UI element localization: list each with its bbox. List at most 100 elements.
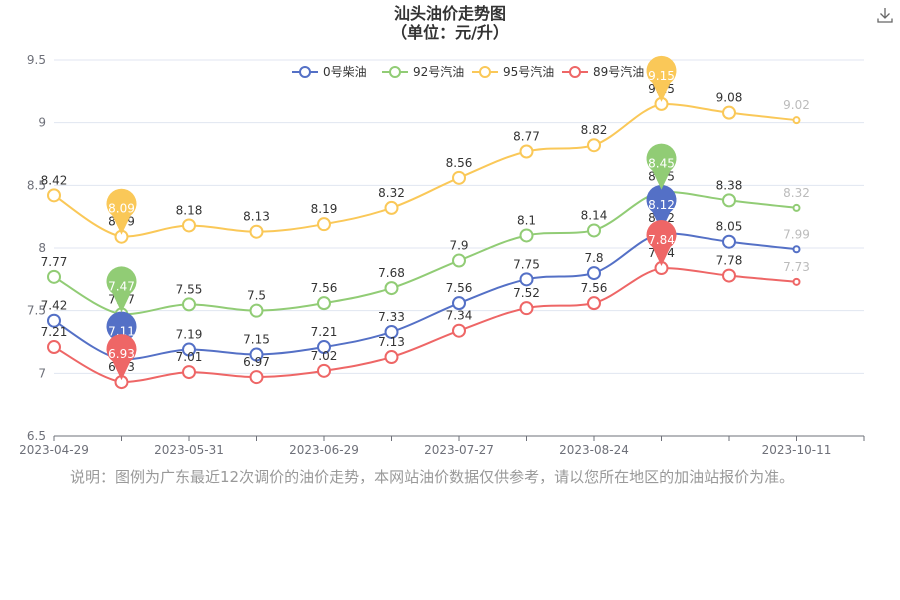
pin-marker: 7.84 [646, 220, 677, 267]
data-label: 8.1 [517, 213, 536, 227]
data-point [317, 217, 331, 232]
data-label: 7.42 [41, 299, 68, 313]
pin-label: 8.45 [648, 157, 675, 171]
data-label: 7.56 [311, 281, 338, 295]
data-label: 7.9 [449, 239, 468, 253]
data-point [317, 340, 331, 355]
data-point [182, 342, 196, 357]
data-label: 8.05 [716, 220, 743, 234]
data-label: 8.32 [783, 186, 810, 200]
pin-shape [646, 55, 677, 102]
legend[interactable]: 0号柴油 92号汽油 95号汽油 89号汽油 [292, 64, 644, 79]
data-point [452, 296, 466, 311]
data-point [792, 277, 801, 286]
data-point [182, 365, 196, 380]
data-label: 7.02 [311, 349, 338, 363]
pin-marker: 8.45 [646, 143, 677, 190]
data-point [384, 350, 399, 365]
y-tick-label: 8.5 [27, 178, 46, 192]
data-point [452, 170, 466, 185]
data-label: 7.55 [176, 282, 203, 296]
data-label: 8.13 [243, 210, 270, 224]
data-point [519, 301, 534, 316]
legend-label: 92号汽油 [413, 64, 464, 79]
data-point [452, 323, 466, 338]
data-label: 7.68 [378, 266, 405, 280]
data-label: 7.75 [513, 257, 540, 271]
series-line [53, 231, 797, 361]
pin-shape [646, 143, 677, 190]
data-point [384, 200, 399, 215]
pin-marker: 7.47 [106, 266, 137, 313]
data-label: 7.19 [176, 328, 203, 342]
data-point [182, 218, 196, 233]
pin-shape [106, 188, 137, 235]
data-point [519, 272, 534, 287]
data-point [519, 144, 534, 159]
legend-swatch-dot [569, 66, 581, 78]
data-label: 8.19 [311, 202, 338, 216]
data-label: 7.52 [513, 286, 540, 300]
data-label: 7.56 [581, 281, 608, 295]
pin-shape [106, 266, 137, 313]
data-point [587, 138, 601, 153]
data-label: 8.14 [581, 208, 608, 222]
legend-item[interactable]: 0号柴油 [292, 65, 367, 79]
data-label: 7.34 [446, 309, 473, 323]
pin-shape [646, 184, 677, 231]
pin-marker: 8.09 [106, 188, 137, 235]
pin-marker: 6.93 [106, 334, 137, 381]
legend-item[interactable]: 92号汽油 [382, 64, 464, 79]
series-line [53, 102, 797, 238]
pin-shape [646, 220, 677, 267]
y-tick-label: 9.5 [27, 53, 46, 67]
y-tick-label: 7 [38, 366, 46, 380]
data-point [722, 234, 736, 249]
data-point [587, 266, 601, 281]
legend-label: 89号汽油 [593, 64, 644, 79]
chart-title-line1: 汕头油价走势图 [393, 4, 506, 23]
data-point [722, 193, 736, 208]
y-tick-label: 6.5 [27, 429, 46, 443]
pin-label: 6.93 [108, 347, 135, 361]
pin-label: 9.15 [648, 69, 675, 83]
data-point [249, 347, 264, 362]
x-tick-label: 2023-08-24 [559, 443, 629, 457]
data-label: 8.82 [581, 123, 608, 137]
data-label: 7.21 [311, 325, 338, 339]
pin-label: 7.84 [648, 233, 675, 247]
data-point [792, 116, 801, 125]
data-label: 9.08 [716, 91, 743, 105]
x-tick-label: 2023-05-31 [154, 443, 224, 457]
pin-marker: 8.12 [646, 184, 677, 231]
chart-note: 说明：图例为广东最近12次调价的油价走势，本网站油价数据仅供参考，请以您所在地区… [70, 468, 795, 486]
data-label: 7.99 [783, 227, 810, 241]
data-point [587, 296, 601, 311]
download-icon[interactable] [876, 6, 894, 24]
pin-label: 7.47 [108, 279, 135, 293]
legend-swatch-dot [479, 66, 491, 78]
legend-item[interactable]: 95号汽油 [472, 64, 554, 79]
data-label: 7.73 [783, 260, 810, 274]
pin-label: 8.12 [648, 198, 675, 212]
legend-item[interactable]: 89号汽油 [562, 64, 644, 79]
data-point [384, 324, 399, 339]
series-line [53, 190, 797, 316]
pin-label: 7.11 [108, 325, 135, 339]
y-tick-label: 9 [38, 116, 46, 130]
data-label: 7.56 [446, 281, 473, 295]
y-tick-label: 7.5 [27, 304, 46, 318]
data-point [722, 105, 736, 120]
data-label: 8.56 [446, 156, 473, 170]
data-label: 7.77 [41, 255, 68, 269]
data-point [182, 297, 196, 312]
legend-label: 95号汽油 [503, 64, 554, 79]
x-tick-label: 2023-07-27 [424, 443, 494, 457]
legend-label: 0号柴油 [323, 65, 367, 79]
data-label: 8.32 [378, 186, 405, 200]
data-label: 7.5 [247, 289, 266, 303]
data-point [47, 340, 61, 355]
data-point [519, 228, 534, 243]
data-point [47, 313, 61, 328]
series-lines [47, 96, 801, 390]
